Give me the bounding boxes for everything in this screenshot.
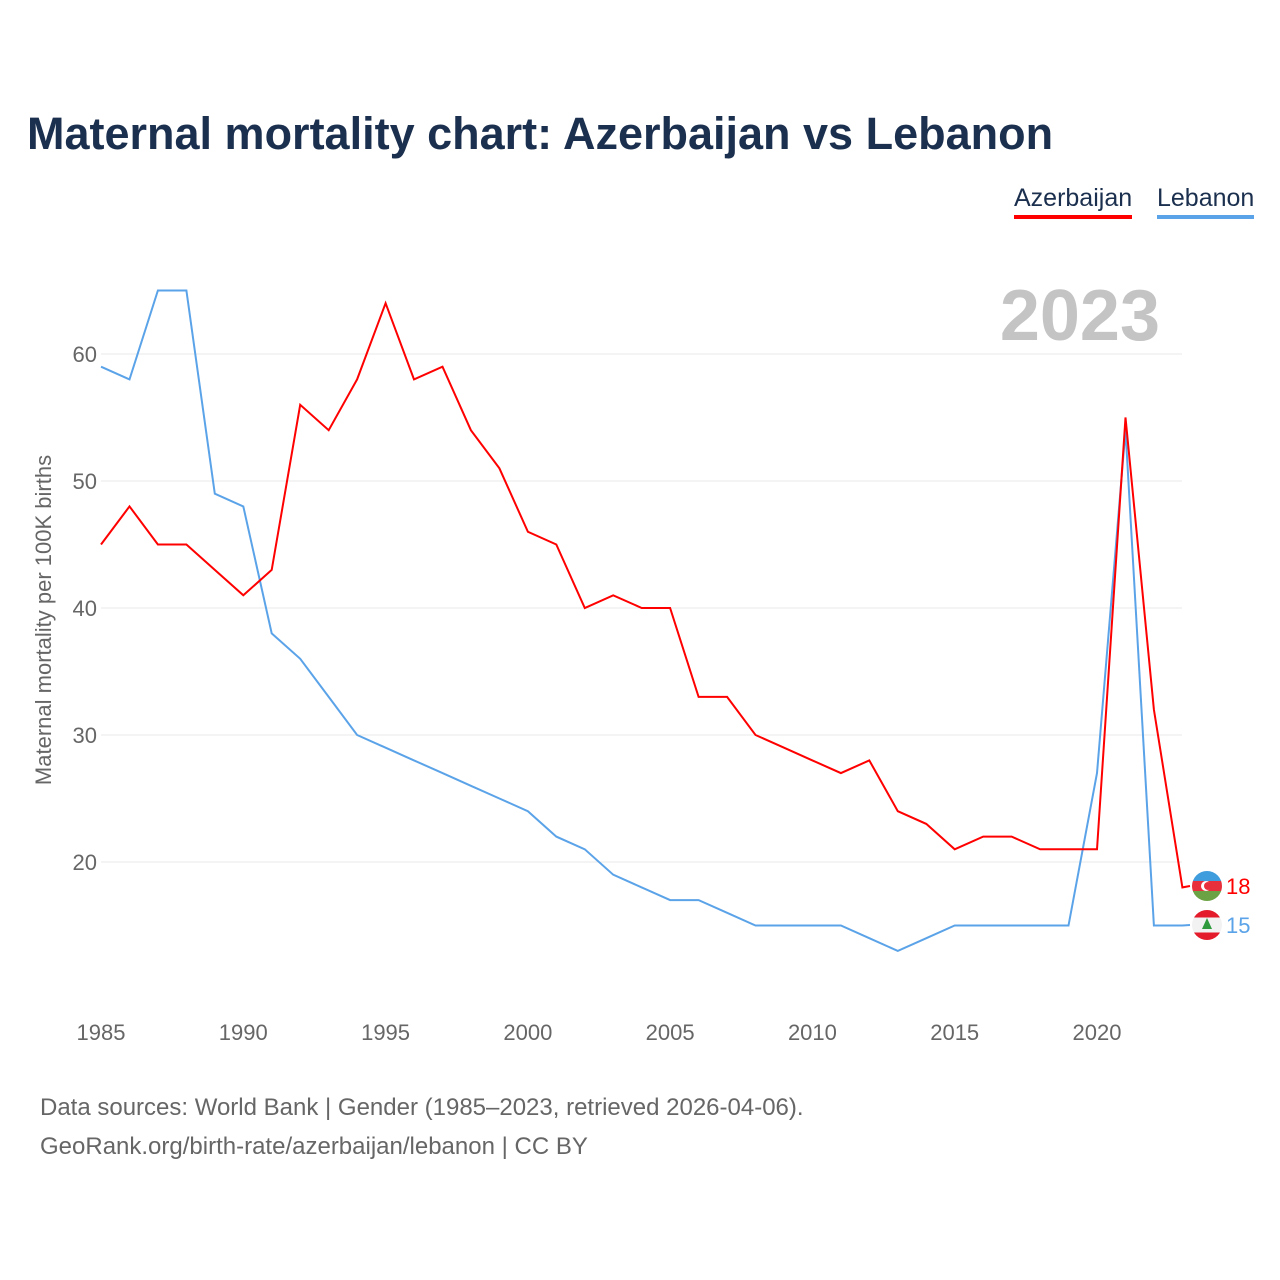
series-line-azerbaijan xyxy=(100,300,1191,889)
x-tick-label: 2020 xyxy=(1073,1020,1122,1045)
x-tick-label: 1990 xyxy=(219,1020,268,1045)
source-note: Data sources: World Bank | Gender (1985–… xyxy=(40,1088,804,1166)
y-tick-label: 50 xyxy=(73,469,97,494)
y-tick-label: 20 xyxy=(73,850,97,875)
source-line-1: Data sources: World Bank | Gender (1985–… xyxy=(40,1094,804,1121)
x-tick-label: 2015 xyxy=(930,1020,979,1045)
y-tick-label: 40 xyxy=(73,596,97,621)
y-tick-label: 60 xyxy=(73,342,97,367)
series-line-lebanon xyxy=(100,289,1191,952)
end-value-label: 15 xyxy=(1226,913,1250,938)
crescent-cut xyxy=(1204,882,1212,890)
year-watermark: 2023 xyxy=(1000,276,1160,356)
x-tick-label: 2010 xyxy=(788,1020,837,1045)
x-tick-label: 1995 xyxy=(361,1020,410,1045)
chart-title: Maternal mortality chart: Azerbaijan vs … xyxy=(27,108,1054,159)
end-value-label: 18 xyxy=(1226,874,1250,899)
source-line-2[interactable]: GeoRank.org/birth-rate/azerbaijan/lebano… xyxy=(40,1133,588,1160)
legend-azerbaijan[interactable]: Azerbaijan xyxy=(1014,184,1133,219)
cedar-icon xyxy=(1202,918,1212,929)
x-tick-label: 2005 xyxy=(646,1020,695,1045)
legend-lebanon[interactable]: Lebanon xyxy=(1157,184,1255,219)
y-tick-label: 30 xyxy=(73,723,97,748)
x-tick-label: 1985 xyxy=(77,1020,126,1045)
x-tick-label: 2000 xyxy=(503,1020,552,1045)
y-axis-label: Maternal mortality per 100K births xyxy=(31,455,56,785)
